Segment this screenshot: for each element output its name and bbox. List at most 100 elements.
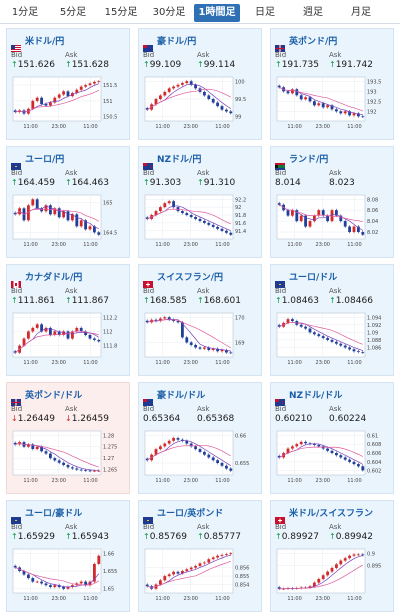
candle [304, 215, 308, 227]
candle [22, 338, 26, 346]
candle [79, 86, 83, 90]
currency-pair-name[interactable]: NZドル/円 [157, 154, 202, 165]
y-tick-label: 92.2 [235, 197, 246, 203]
price-chart[interactable]: 151.5 151 150.5 11:00 23:00 11:00 [11, 75, 125, 135]
candle [348, 459, 352, 462]
currency-pair-name[interactable]: カナダドル/円 [25, 272, 83, 283]
price-chart[interactable]: 1.66 1.655 1.65 11:00 23:00 11:00 [11, 547, 125, 607]
price-chart[interactable]: 8.08 8.06 8.04 8.02 11:00 23:00 11:00 [275, 193, 389, 253]
rate-card[interactable]: 豪ドル/円 Bid Ask ↑99.109 ↑99.114 100 99.5 99 11:00 2… [138, 28, 262, 140]
candle [224, 349, 228, 353]
x-tick-label: 11:00 [215, 596, 229, 602]
currency-pair-name[interactable]: スイスフラン/円 [157, 272, 224, 283]
rate-card[interactable]: 米ドル/スイスフラン Bid Ask ↑0.89927 ↑0.89942 0.9 0.895… [270, 500, 394, 612]
price-chart[interactable]: 165 164.5 11:00 23:00 11:00 [11, 193, 125, 253]
price-chart[interactable]: 0.66 0.655 11:00 23:00 11:00 [143, 429, 257, 489]
candle [194, 344, 198, 348]
tab-2[interactable]: 15分足 [104, 7, 138, 18]
ask-number: 99.114 [203, 60, 236, 70]
x-tick-label: 23:00 [52, 124, 66, 130]
bid-number: 0.85769 [149, 532, 187, 542]
currency-pair-name[interactable]: 英ポンド/ドル [25, 390, 83, 401]
candle [286, 319, 290, 323]
currency-pair-name[interactable]: 豪ドル/円 [157, 36, 197, 47]
candle [88, 83, 92, 86]
candle [202, 562, 206, 564]
candle [70, 214, 74, 221]
currency-pair-name[interactable]: ユーロ/英ポンド [157, 508, 224, 519]
arrow-up-icon: ↑ [65, 178, 72, 187]
price-chart[interactable]: 1.28 1.275 1.27 1.265 11:00 23:00 11:00 [11, 429, 125, 489]
rate-card[interactable]: 豪ドル/ドル Bid Ask 0.65364 0.65368 0.66 0.655 11:00… [138, 382, 262, 494]
candle [290, 210, 294, 216]
currency-pair-name[interactable]: 米ドル/円 [25, 36, 65, 47]
currency-pair-name[interactable]: 豪ドル/ドル [157, 390, 206, 401]
y-tick-label: 1.09 [367, 330, 378, 336]
currency-pair-name[interactable]: ユーロ/ドル [289, 272, 338, 283]
price-chart[interactable]: 0.856 0.855 0.854 11:00 23:00 11:00 [143, 547, 257, 607]
arrow-up-icon: ↑ [197, 532, 204, 541]
ask-number: 0.85777 [203, 532, 241, 542]
price-chart[interactable]: 170 169 11:00 23:00 11:00 [143, 311, 257, 371]
rate-card[interactable]: ユーロ/円 Bid Ask ↑164.459 ↑164.463 165 164.5 11:00… [6, 146, 130, 258]
tab-0[interactable]: 1分足 [11, 7, 39, 18]
currency-pair-name[interactable]: ユーロ/豪ドル [25, 508, 83, 519]
rate-card[interactable]: 米ドル/円 Bid Ask ↑151.626 ↑151.628 151.5 151 150.5… [6, 28, 130, 140]
candle [361, 116, 365, 118]
bid-number: 151.626 [17, 60, 55, 70]
rate-card[interactable]: ユーロ/豪ドル Bid Ask ↑1.65929 ↑1.65943 1.66 1.655 1.… [6, 500, 130, 612]
candle [321, 103, 325, 108]
rate-card[interactable]: NZドル/ドル Bid Ask 0.60210 0.60224 0.61 0.608 0.60… [270, 382, 394, 494]
tab-3[interactable]: 30分足 [152, 7, 186, 18]
currency-pair-name[interactable]: 米ドル/スイスフラン [289, 508, 374, 519]
candle [92, 338, 96, 340]
candle [304, 326, 308, 329]
candle [334, 341, 338, 344]
y-tick-label: 8.02 [367, 230, 378, 236]
rate-card[interactable]: ランド/円 Bid Ask 8.014 8.023 8.08 8.06 8.04 8.02 11:… [270, 146, 394, 258]
currency-pair-name[interactable]: NZドル/ドル [289, 390, 343, 401]
rate-card[interactable]: ユーロ/英ポンド Bid Ask ↑0.85769 ↑0.85777 0.856 0.855… [138, 500, 262, 612]
currency-pair-name[interactable]: ランド/円 [289, 154, 329, 165]
bid-label: Bid [143, 51, 155, 59]
tab-6[interactable]: 週足 [303, 7, 323, 18]
candle [57, 585, 61, 587]
rate-card[interactable]: カナダドル/円 Bid Ask ↑111.861 ↑111.867 112.2 112 111… [6, 264, 130, 376]
flag-ca-icon [11, 273, 21, 288]
candle [326, 105, 330, 108]
rate-card[interactable]: 英ポンド/円 Bid Ask ↑191.735 ↑191.742 193.5 193 192.… [270, 28, 394, 140]
price-chart[interactable]: 193.5 193 192.5 192 11:00 23:00 11:00 [275, 75, 389, 135]
rate-card[interactable]: 英ポンド/ドル Bid Ask ↓1.26449 ↓1.26459 1.28 1.275 1.… [6, 382, 130, 494]
bid-number: 91.303 [149, 178, 182, 188]
candle [97, 81, 101, 83]
rate-card[interactable]: ユーロ/ドル Bid Ask ↑1.08463 ↑1.08466 1.094 1.092 1.… [270, 264, 394, 376]
candle [189, 443, 193, 447]
tab-4[interactable]: 1時間足 [194, 4, 240, 22]
ask-label: Ask [329, 287, 342, 295]
candle [299, 324, 303, 327]
candle [97, 470, 101, 472]
x-tick-label: 11:00 [347, 124, 361, 130]
price-chart[interactable]: 92.2 92 91.8 91.6 91.4 11:00 23:00 11:00 [143, 193, 257, 253]
tab-1[interactable]: 5分足 [59, 7, 87, 18]
x-tick-label: 23:00 [52, 360, 66, 366]
rate-card[interactable]: NZドル/円 Bid Ask ↑91.303 ↑91.310 92.2 92 91.8 91.6… [138, 146, 262, 258]
candle [312, 101, 316, 106]
price-chart[interactable]: 100 99.5 99 11:00 23:00 11:00 [143, 75, 257, 135]
candle [334, 210, 338, 216]
currency-pair-name[interactable]: ユーロ/円 [25, 154, 65, 165]
candle [189, 215, 193, 217]
candle [158, 207, 162, 212]
currency-pair-name[interactable]: 英ポンド/円 [289, 36, 338, 47]
candle [361, 466, 365, 471]
price-chart[interactable]: 112.2 112 111.8 11:00 23:00 11:00 [11, 311, 125, 371]
price-chart[interactable]: 0.9 0.895 11:00 23:00 11:00 [275, 547, 389, 607]
price-chart[interactable]: 0.61 0.608 0.606 0.604 0.602 11:00 23:00 11:00 [275, 429, 389, 489]
tab-5[interactable]: 日足 [255, 7, 275, 18]
candle [62, 462, 66, 466]
plot-area [276, 548, 366, 594]
rate-card[interactable]: スイスフラン/円 Bid Ask ↑168.585 ↑168.601 170 169 11:0… [138, 264, 262, 376]
tab-7[interactable]: 月足 [351, 7, 371, 18]
candle [290, 319, 294, 322]
